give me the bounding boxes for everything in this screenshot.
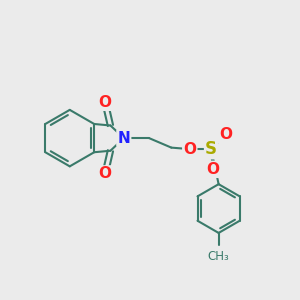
Text: N: N — [117, 130, 130, 146]
Text: CH₃: CH₃ — [208, 250, 230, 263]
Text: O: O — [183, 142, 196, 157]
Text: S: S — [205, 140, 217, 158]
Text: O: O — [99, 95, 112, 110]
Text: O: O — [219, 127, 232, 142]
Text: O: O — [206, 162, 219, 177]
Text: O: O — [99, 167, 112, 182]
